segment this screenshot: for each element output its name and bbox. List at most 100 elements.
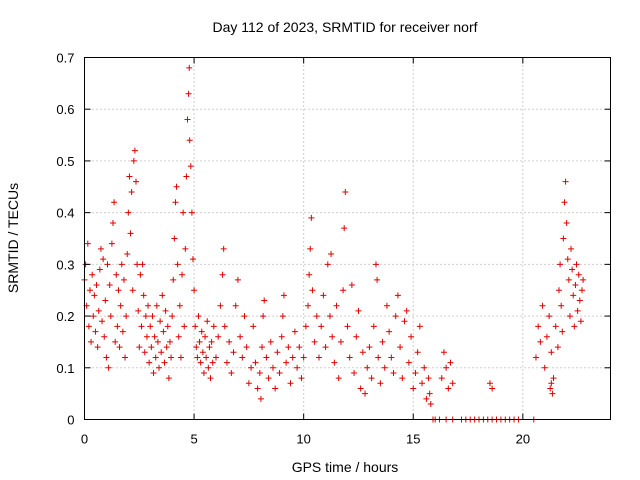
data-point [210, 323, 217, 330]
data-point [198, 328, 205, 335]
data-point [188, 209, 195, 216]
data-point [388, 354, 395, 361]
data-point [88, 338, 95, 345]
y-tick-label: 0.1 [56, 361, 74, 376]
data-point [147, 323, 154, 330]
data-point [157, 318, 164, 325]
data-point [93, 282, 100, 289]
data-point [427, 400, 434, 407]
data-point [165, 375, 172, 382]
data-point [116, 344, 123, 351]
y-tick-label: 0.2 [56, 309, 74, 324]
data-point [117, 302, 124, 309]
data-point [346, 354, 353, 361]
data-point [241, 313, 248, 320]
data-point [375, 354, 382, 361]
data-point [414, 349, 421, 356]
data-point [171, 235, 178, 242]
data-point [119, 328, 126, 335]
data-point [239, 354, 246, 361]
data-point [156, 364, 163, 371]
data-point [576, 297, 583, 304]
data-point [381, 364, 388, 371]
data-point [209, 359, 216, 366]
data-point [377, 380, 384, 387]
data-point [120, 276, 127, 283]
data-point [555, 287, 562, 294]
data-point [151, 333, 158, 340]
data-point [140, 292, 147, 299]
data-point [114, 323, 121, 330]
data-point [276, 369, 283, 376]
data-point [550, 375, 557, 382]
data-point [353, 333, 360, 340]
data-point [390, 369, 397, 376]
data-point [379, 338, 386, 345]
data-point [228, 369, 235, 376]
data-point [535, 323, 542, 330]
data-point [139, 261, 146, 268]
data-point [158, 349, 165, 356]
data-point [397, 344, 404, 351]
data-point [383, 302, 390, 309]
data-point [196, 338, 203, 345]
data-point [223, 359, 230, 366]
data-point [351, 369, 358, 376]
data-point [344, 323, 351, 330]
data-point [447, 359, 454, 366]
data-point [399, 375, 406, 382]
data-point [86, 287, 93, 294]
data-point [150, 369, 157, 376]
data-point [125, 209, 132, 216]
data-point [564, 256, 571, 263]
data-point [577, 318, 584, 325]
data-point [543, 333, 550, 340]
data-point [575, 271, 582, 278]
data-point [99, 318, 106, 325]
data-point [153, 302, 160, 309]
data-point [84, 240, 91, 247]
data-point [558, 302, 565, 309]
data-point [102, 297, 109, 304]
data-point [300, 354, 307, 361]
data-point [101, 333, 108, 340]
data-point [164, 323, 171, 330]
data-point [203, 354, 210, 361]
data-point [183, 173, 190, 180]
data-point [329, 333, 336, 340]
data-point [263, 354, 270, 361]
data-point [440, 349, 447, 356]
data-point [342, 188, 349, 195]
data-point [124, 251, 131, 258]
data-point [549, 390, 556, 397]
data-point [219, 271, 226, 278]
data-point [111, 199, 118, 206]
data-point [421, 364, 428, 371]
data-point [306, 271, 313, 278]
data-point [134, 261, 141, 268]
data-point [175, 333, 182, 340]
data-point [193, 344, 200, 351]
data-point [112, 338, 119, 345]
data-point [143, 333, 150, 340]
data-point [94, 344, 101, 351]
data-point [100, 256, 107, 263]
data-point [548, 380, 555, 387]
data-point [548, 349, 555, 356]
data-point [96, 266, 103, 273]
data-point [333, 302, 340, 309]
data-point [107, 313, 114, 320]
data-point [162, 307, 169, 314]
data-point [331, 359, 338, 366]
data-point [128, 188, 135, 195]
y-tick-label: 0.4 [56, 206, 74, 221]
data-point [362, 390, 369, 397]
data-point [289, 354, 296, 361]
data-point [195, 313, 202, 320]
data-point [269, 364, 276, 371]
data-point [291, 328, 298, 335]
data-point [438, 375, 445, 382]
data-point [169, 313, 176, 320]
data-point [554, 344, 561, 351]
data-point [126, 173, 133, 180]
